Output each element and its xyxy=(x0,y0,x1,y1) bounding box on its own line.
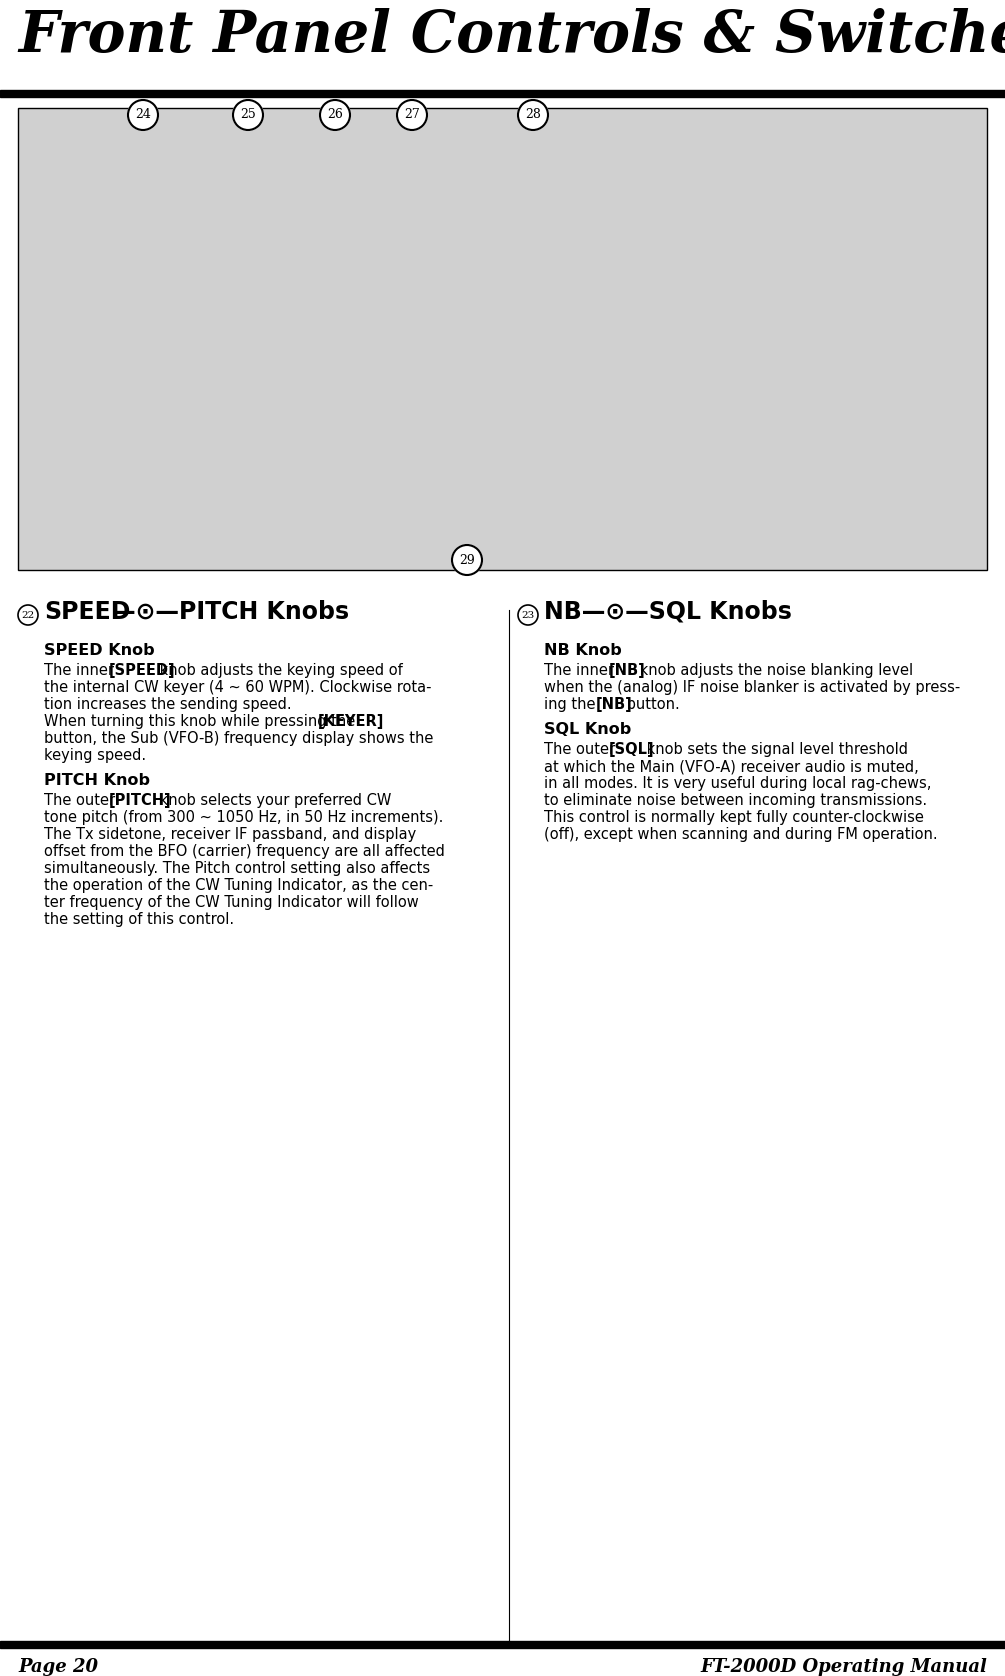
Text: NB—⊙—SQL Knobs: NB—⊙—SQL Knobs xyxy=(544,600,792,623)
Text: The inner: The inner xyxy=(544,664,619,679)
Text: This control is normally kept fully counter-clockwise: This control is normally kept fully coun… xyxy=(544,810,924,825)
Text: knob adjusts the noise blanking level: knob adjusts the noise blanking level xyxy=(635,664,914,679)
Text: the setting of this control.: the setting of this control. xyxy=(44,912,234,927)
Text: PITCH Knob: PITCH Knob xyxy=(44,773,150,788)
Text: 25: 25 xyxy=(240,109,256,121)
Text: keying speed.: keying speed. xyxy=(44,747,146,763)
Text: 22: 22 xyxy=(21,610,34,620)
Text: The outer: The outer xyxy=(44,793,120,808)
Text: 26: 26 xyxy=(327,109,343,121)
Text: the operation of the CW Tuning Indicator, as the cen-: the operation of the CW Tuning Indicator… xyxy=(44,878,433,893)
Text: [NB]: [NB] xyxy=(596,697,633,712)
Bar xyxy=(0,91,1005,97)
Text: [SPEED]: [SPEED] xyxy=(110,664,176,679)
Text: ter frequency of the CW Tuning Indicator will follow: ter frequency of the CW Tuning Indicator… xyxy=(44,895,419,910)
Text: 24: 24 xyxy=(135,109,151,121)
Text: [NB]: [NB] xyxy=(609,664,646,679)
Text: SPEED Knob: SPEED Knob xyxy=(44,644,155,659)
Text: [PITCH]: [PITCH] xyxy=(110,793,172,808)
Bar xyxy=(18,107,987,570)
Text: 29: 29 xyxy=(459,553,475,566)
Text: 27: 27 xyxy=(404,109,420,121)
Text: button, the Sub (VFO-B) frequency display shows the: button, the Sub (VFO-B) frequency displa… xyxy=(44,731,433,746)
Text: NB Knob: NB Knob xyxy=(544,644,622,659)
Text: FT-2000D Operating Manual: FT-2000D Operating Manual xyxy=(700,1658,987,1676)
Text: tone pitch (from 300 ~ 1050 Hz, in 50 Hz increments).: tone pitch (from 300 ~ 1050 Hz, in 50 Hz… xyxy=(44,810,443,825)
Text: When turning this knob while pressing the: When turning this knob while pressing th… xyxy=(44,714,360,729)
Text: Page 20: Page 20 xyxy=(18,1658,98,1676)
Circle shape xyxy=(518,101,548,131)
Text: button.: button. xyxy=(622,697,679,712)
Text: tion increases the sending speed.: tion increases the sending speed. xyxy=(44,697,291,712)
Circle shape xyxy=(518,605,538,625)
Text: ing the: ing the xyxy=(544,697,600,712)
Circle shape xyxy=(18,605,38,625)
Text: to eliminate noise between incoming transmissions.: to eliminate noise between incoming tran… xyxy=(544,793,928,808)
Text: SQL Knob: SQL Knob xyxy=(544,722,631,737)
Circle shape xyxy=(452,545,482,575)
Text: [SQL]: [SQL] xyxy=(609,742,654,758)
Text: offset from the BFO (carrier) frequency are all affected: offset from the BFO (carrier) frequency … xyxy=(44,845,445,860)
Text: The inner: The inner xyxy=(44,664,119,679)
Text: The Tx sidetone, receiver IF passband, and display: The Tx sidetone, receiver IF passband, a… xyxy=(44,826,416,841)
Text: The outer: The outer xyxy=(544,742,620,758)
Text: the internal CW keyer (4 ~ 60 WPM). Clockwise rota-: the internal CW keyer (4 ~ 60 WPM). Cloc… xyxy=(44,680,431,696)
Text: —⊙—PITCH Knobs: —⊙—PITCH Knobs xyxy=(112,600,349,623)
Circle shape xyxy=(128,101,158,131)
Bar xyxy=(0,1641,1005,1648)
Circle shape xyxy=(397,101,427,131)
Circle shape xyxy=(233,101,263,131)
Text: 23: 23 xyxy=(522,610,535,620)
Text: Front Panel Controls & Switches: Front Panel Controls & Switches xyxy=(18,8,1005,64)
Text: knob selects your preferred CW: knob selects your preferred CW xyxy=(155,793,391,808)
Text: at which the Main (VFO-A) receiver audio is muted,: at which the Main (VFO-A) receiver audio… xyxy=(544,759,919,774)
Circle shape xyxy=(320,101,350,131)
Text: when the (analog) IF noise blanker is activated by press-: when the (analog) IF noise blanker is ac… xyxy=(544,680,960,696)
Text: knob adjusts the keying speed of: knob adjusts the keying speed of xyxy=(155,664,402,679)
Text: simultaneously. The Pitch control setting also affects: simultaneously. The Pitch control settin… xyxy=(44,861,430,877)
Text: knob sets the signal level threshold: knob sets the signal level threshold xyxy=(641,742,908,758)
Text: [KEYER]: [KEYER] xyxy=(318,714,384,729)
Text: (off), except when scanning and during FM operation.: (off), except when scanning and during F… xyxy=(544,826,938,841)
Text: SPEED: SPEED xyxy=(44,600,131,623)
Text: in all modes. It is very useful during local rag-chews,: in all modes. It is very useful during l… xyxy=(544,776,932,791)
Text: 28: 28 xyxy=(525,109,541,121)
